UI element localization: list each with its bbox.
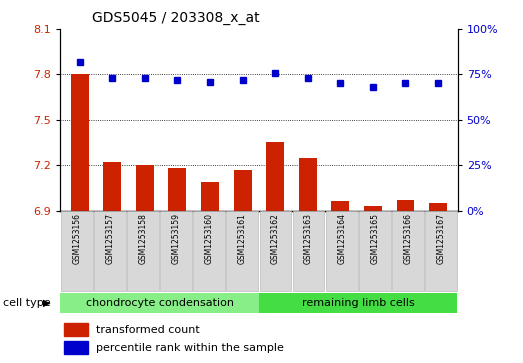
Text: ▶: ▶ [43, 298, 51, 308]
Text: cell type: cell type [3, 298, 50, 308]
Bar [299, 158, 317, 211]
Text: chondrocyte condensation: chondrocyte condensation [86, 298, 233, 308]
Bar [332, 201, 349, 211]
Bar [234, 170, 252, 211]
Bar [160, 211, 192, 291]
Text: GSM1253159: GSM1253159 [172, 213, 180, 264]
Bar [293, 211, 324, 291]
Text: GSM1253161: GSM1253161 [238, 213, 247, 264]
Text: GSM1253156: GSM1253156 [72, 213, 81, 264]
Bar [226, 211, 258, 291]
Bar [61, 293, 258, 313]
Text: GSM1253162: GSM1253162 [271, 213, 280, 264]
Bar [64, 341, 88, 354]
Bar [429, 203, 447, 211]
Bar [259, 211, 291, 291]
Bar [194, 211, 225, 291]
Bar [396, 200, 414, 211]
Bar [359, 211, 391, 291]
Text: percentile rank within the sample: percentile rank within the sample [96, 343, 284, 353]
Text: GSM1253163: GSM1253163 [304, 213, 313, 264]
Text: transformed count: transformed count [96, 325, 200, 335]
Bar [61, 211, 93, 291]
Text: GSM1253166: GSM1253166 [403, 213, 413, 264]
Bar [266, 143, 284, 211]
Bar [71, 74, 89, 211]
Bar [201, 182, 219, 211]
Bar [425, 211, 457, 291]
Text: GSM1253157: GSM1253157 [105, 213, 115, 264]
Bar [364, 206, 382, 211]
Text: GDS5045 / 203308_x_at: GDS5045 / 203308_x_at [92, 11, 259, 25]
Text: GSM1253167: GSM1253167 [437, 213, 446, 264]
Text: GSM1253158: GSM1253158 [139, 213, 147, 264]
Bar [136, 165, 154, 211]
Text: remaining limb cells: remaining limb cells [302, 298, 415, 308]
Bar [392, 211, 424, 291]
Text: GSM1253165: GSM1253165 [370, 213, 379, 264]
Bar [326, 211, 358, 291]
Bar [127, 211, 159, 291]
Bar [94, 211, 126, 291]
Text: GSM1253164: GSM1253164 [337, 213, 346, 264]
Bar [104, 162, 121, 211]
Bar [259, 293, 457, 313]
Bar [168, 168, 186, 211]
Bar [64, 323, 88, 336]
Text: GSM1253160: GSM1253160 [204, 213, 214, 264]
